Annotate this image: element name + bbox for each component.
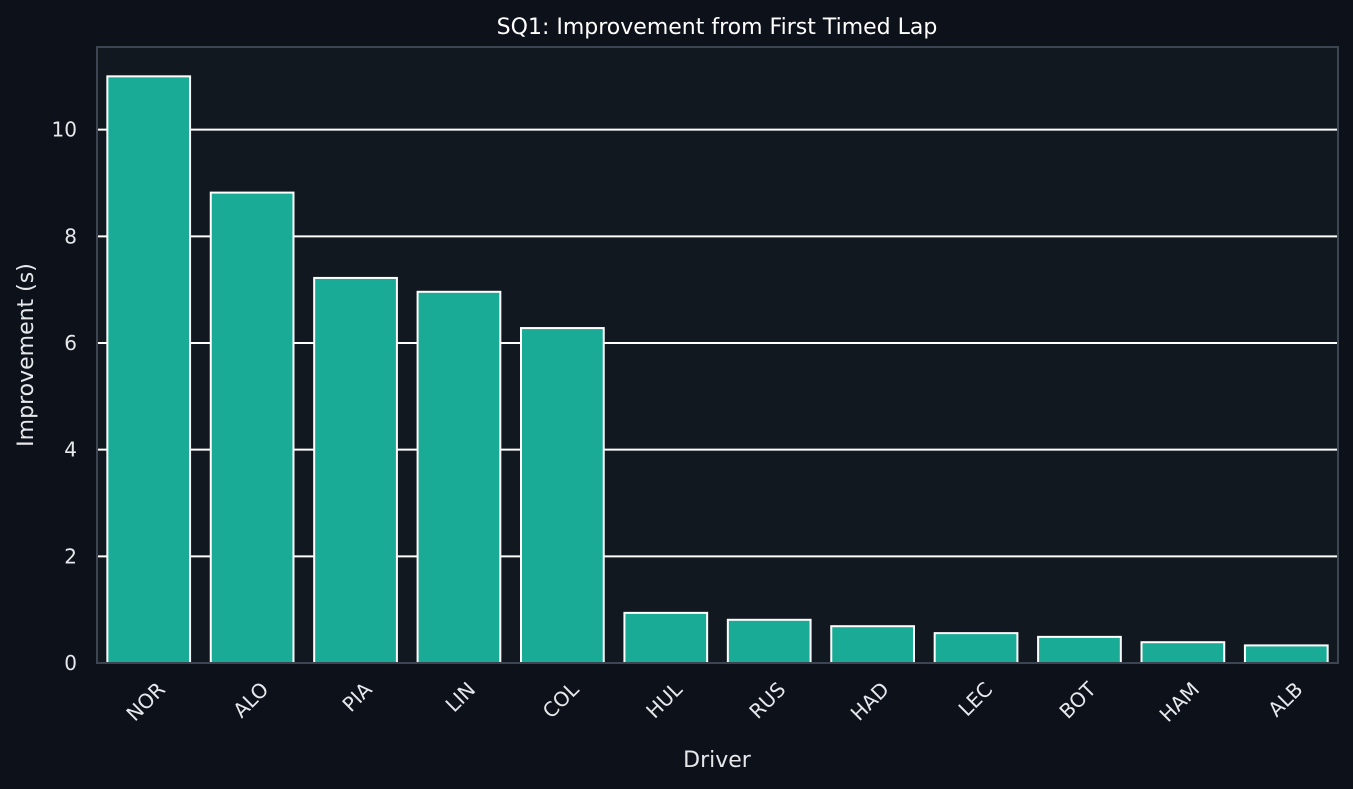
- x-axis-label: Driver: [683, 748, 752, 773]
- bar-nor: [106, 75, 192, 665]
- bar-bot: [1037, 635, 1122, 664]
- bar-rus: [726, 618, 812, 664]
- bar-lec: [933, 632, 1019, 665]
- bar-hul: [623, 611, 709, 664]
- chart-title: SQ1: Improvement from First Timed Lap: [497, 15, 938, 40]
- y-tick-label: 10: [52, 118, 77, 142]
- plot-frame: [96, 46, 1339, 664]
- y-tick-label: 2: [64, 544, 77, 568]
- y-tick-label: 8: [64, 224, 77, 248]
- bar-col: [520, 327, 605, 664]
- bar-had: [830, 625, 915, 665]
- bar-alo: [209, 191, 295, 664]
- y-tick-label: 4: [64, 438, 77, 462]
- bars: [106, 75, 1329, 665]
- y-tick-label: 6: [64, 331, 77, 355]
- y-tick-labels: 0 2 4 6 8 10: [52, 118, 77, 675]
- gridlines: [97, 128, 1338, 558]
- y-tick-label: 0: [64, 651, 77, 675]
- bar-ham: [1140, 641, 1226, 665]
- bar-alb: [1243, 644, 1329, 665]
- plot-area: [97, 47, 1338, 663]
- y-axis-label: Improvement (s): [14, 263, 39, 447]
- bar-lin: [416, 290, 502, 664]
- bar-pia: [313, 276, 398, 664]
